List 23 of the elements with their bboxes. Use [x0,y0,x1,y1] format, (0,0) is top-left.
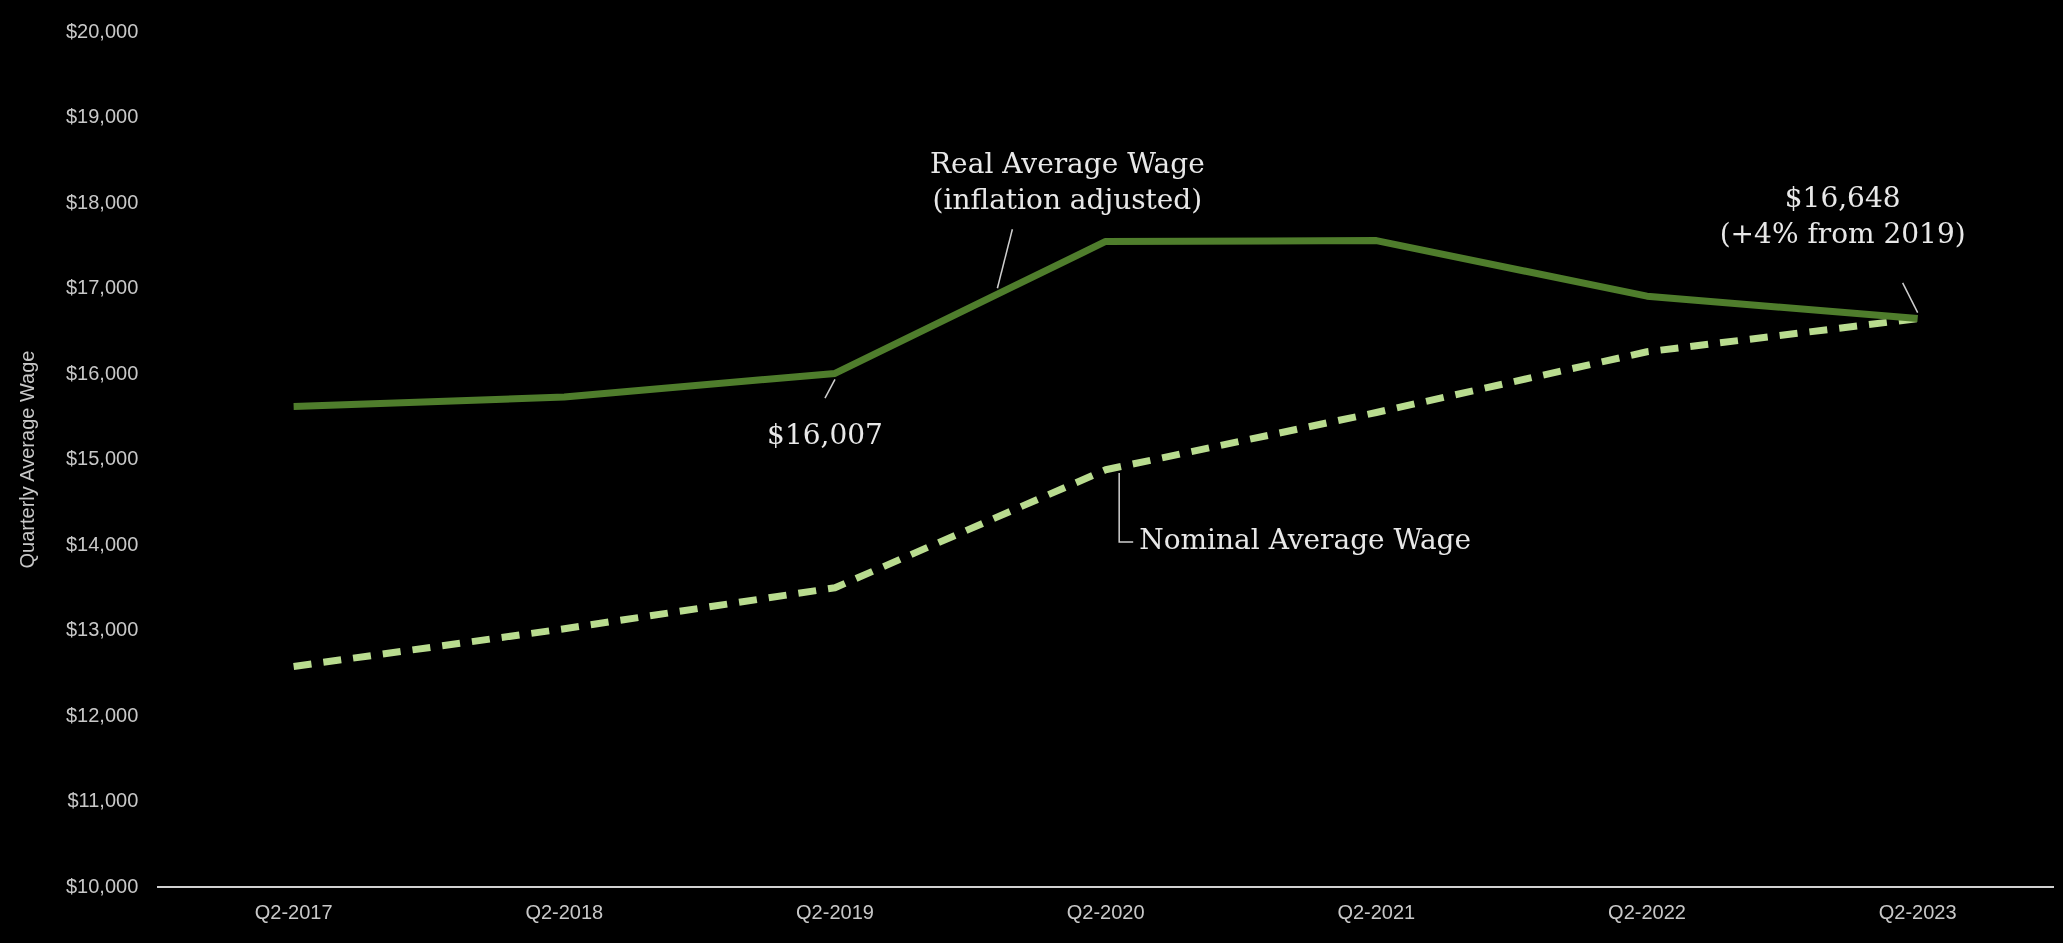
y-axis-title: Quarterly Average Wage [15,350,38,569]
x-tick-label: Q2-2019 [796,900,874,923]
y-tick-label: $19,000 [66,105,139,128]
y-tick-label: $10,000 [66,874,139,897]
x-tick-label: Q2-2018 [525,900,604,923]
y-tick-label: $12,000 [66,703,139,726]
y-tick-label: $15,000 [66,447,139,470]
y-tick-label: $13,000 [66,618,139,641]
y-tick-label: $20,000 [66,19,139,42]
x-tick-label: Q2-2020 [1066,900,1145,923]
y-tick-label: $17,000 [66,276,139,299]
annotation: $16,648 (+4% from 2019) [1719,180,1966,250]
y-tick-label: $16,000 [66,361,139,384]
y-tick-label: $11,000 [67,789,139,812]
x-tick-label: Q2-2017 [254,900,333,923]
text: Nominal Average Wage [1139,523,1472,557]
x-tick-label: Q2-2023 [1878,900,1957,923]
x-tick-label: Q2-2021 [1337,900,1416,923]
y-tick-label: $14,000 [66,532,139,555]
y-tick-label: $18,000 [66,190,139,213]
x-tick-label: Q2-2022 [1608,900,1686,923]
series-label: Real Average Wage (inflation adjusted) [930,146,1205,216]
annotation: $16,007 [767,417,883,451]
